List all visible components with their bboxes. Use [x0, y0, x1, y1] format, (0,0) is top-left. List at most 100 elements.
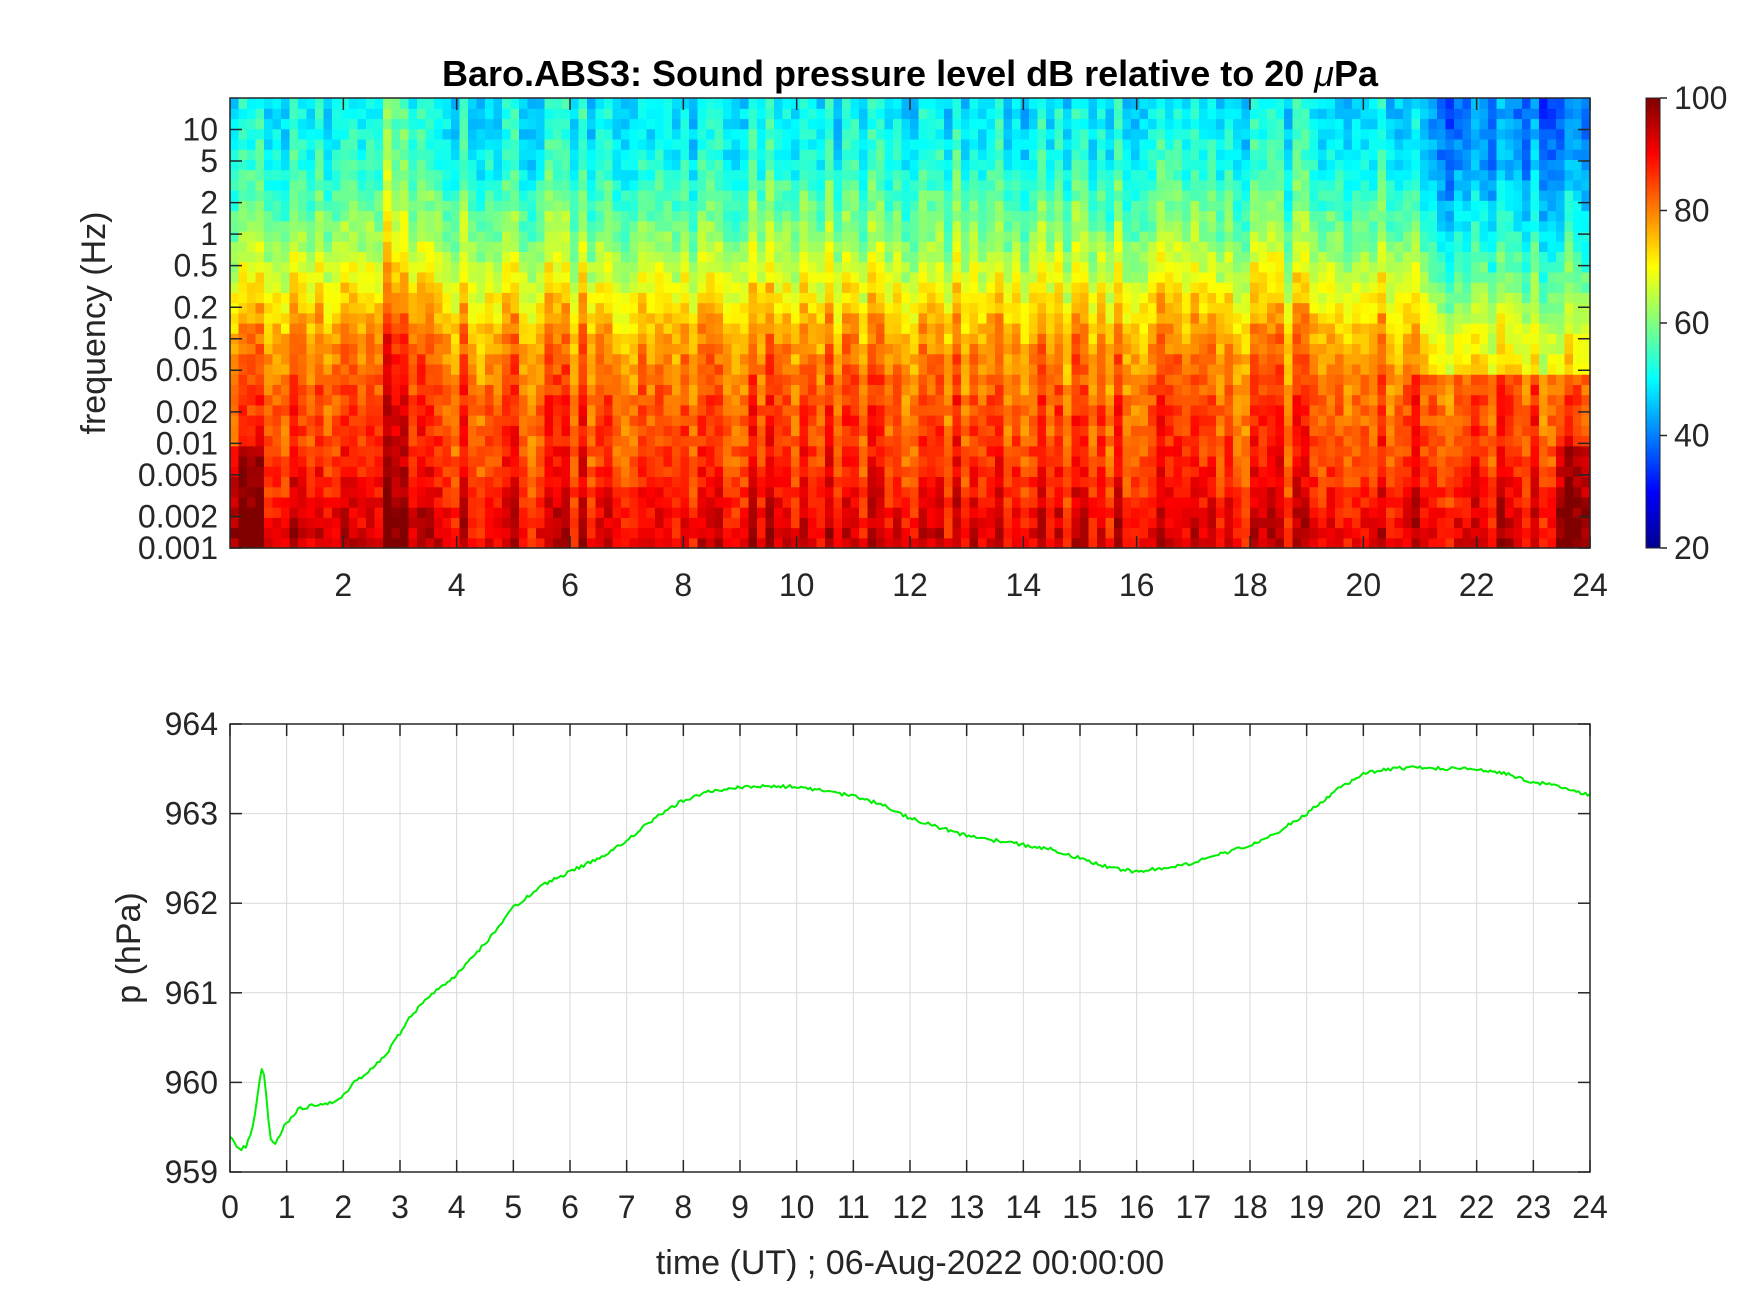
heatmap-cell [281, 282, 291, 293]
heatmap-cell [510, 210, 520, 222]
heatmap-cell [978, 404, 988, 416]
heatmap-cell [646, 251, 656, 263]
heatmap-cell [459, 159, 469, 171]
heatmap-cell [1046, 200, 1056, 212]
heatmap-cell [1020, 179, 1030, 191]
heatmap-cell [383, 323, 393, 334]
heatmap-cell [825, 190, 835, 201]
heatmap-cell [612, 486, 622, 498]
heatmap-cell [1139, 118, 1149, 130]
heatmap-cell [349, 496, 359, 508]
heatmap-cell [850, 302, 860, 314]
heatmap-cell [1122, 128, 1132, 140]
heatmap-cell [357, 138, 367, 150]
heatmap-cell [306, 241, 316, 253]
heatmap-cell [799, 363, 809, 375]
heatmap-cell [646, 507, 656, 518]
heatmap-cell [986, 98, 996, 109]
heatmap-cell [493, 486, 503, 498]
heatmap-cell [272, 108, 282, 120]
heatmap-cell [1122, 282, 1132, 293]
heatmap-cell [510, 353, 520, 365]
heatmap-cell [1182, 537, 1192, 549]
heatmap-cell [1003, 149, 1013, 160]
heatmap-cell [561, 302, 571, 314]
heatmap-cell [510, 128, 520, 140]
heatmap-cell [502, 169, 512, 181]
heatmap-cell [289, 486, 299, 498]
heatmap-cell [281, 445, 291, 457]
heatmap-cell [417, 527, 427, 539]
heatmap-cell [714, 394, 724, 406]
heatmap-cell [544, 159, 554, 171]
heatmap-cell [867, 149, 877, 160]
heatmap-cell [791, 282, 801, 293]
heatmap-cell [476, 312, 486, 324]
heatmap-cell [332, 445, 342, 457]
heatmap-cell [264, 128, 274, 140]
heatmap-cell [714, 138, 724, 150]
heatmap-cell [519, 435, 529, 447]
heatmap-cell [1080, 445, 1090, 457]
heatmap-cell [663, 517, 673, 529]
heatmap-cell [757, 537, 767, 549]
heatmap-cell [714, 343, 724, 355]
heatmap-cell [672, 527, 682, 539]
heatmap-cell [646, 343, 656, 355]
heatmap-cell [680, 138, 690, 150]
heatmap-cell [519, 384, 529, 396]
heatmap-cell [434, 200, 444, 212]
heatmap-cell [570, 118, 580, 130]
heatmap-cell [910, 241, 920, 253]
heatmap-cell [595, 190, 605, 201]
heatmap-cell [1114, 108, 1124, 120]
heatmap-cell [1029, 230, 1039, 242]
heatmap-cell [230, 312, 240, 324]
heatmap-cell [969, 394, 979, 406]
heatmap-cell [272, 353, 282, 365]
heatmap-cell [1020, 292, 1030, 304]
heatmap-cell [570, 210, 580, 222]
heatmap-cell [663, 323, 673, 334]
heatmap-cell [697, 128, 707, 140]
heatmap-cell [1088, 374, 1098, 385]
heatmap-cell [621, 149, 631, 160]
heatmap-cell [485, 159, 495, 171]
heatmap-cell [247, 159, 257, 171]
heatmap-cell [842, 445, 852, 457]
heatmap-cell [952, 302, 962, 314]
heatmap-cell [1097, 517, 1107, 529]
heatmap-cell [697, 302, 707, 314]
heatmap-cell [1054, 425, 1064, 437]
heatmap-cell [757, 128, 767, 140]
heatmap-cell [519, 312, 529, 324]
heatmap-cell [1054, 435, 1064, 447]
heatmap-cell [1105, 292, 1115, 304]
heatmap-cell [1063, 251, 1073, 263]
heatmap-cell [1182, 455, 1192, 467]
heatmap-cell [1156, 108, 1166, 120]
heatmap-cell [1156, 425, 1166, 437]
heatmap-cell [1080, 241, 1090, 253]
heatmap-cell [281, 333, 291, 345]
heatmap-cell [986, 476, 996, 488]
heatmap-cell [315, 445, 325, 457]
heatmap-cell [417, 169, 427, 181]
heatmap-cell [553, 435, 563, 447]
heatmap-cell [689, 241, 699, 253]
heatmap-cell [791, 486, 801, 498]
heatmap-cell [1003, 435, 1013, 447]
heatmap-cell [757, 486, 767, 498]
heatmap-cell [1182, 507, 1192, 518]
heatmap-cell [1003, 179, 1013, 191]
heatmap-cell [255, 230, 265, 242]
heatmap-cell [1012, 394, 1022, 406]
heatmap-cell [629, 190, 639, 201]
heatmap-cell [961, 200, 971, 212]
heatmap-cell [876, 210, 886, 222]
heatmap-cell [969, 312, 979, 324]
heatmap-cell [1165, 241, 1175, 253]
heatmap-cell [1054, 507, 1064, 518]
heatmap-cell [247, 98, 257, 109]
heatmap-cell [1190, 343, 1200, 355]
